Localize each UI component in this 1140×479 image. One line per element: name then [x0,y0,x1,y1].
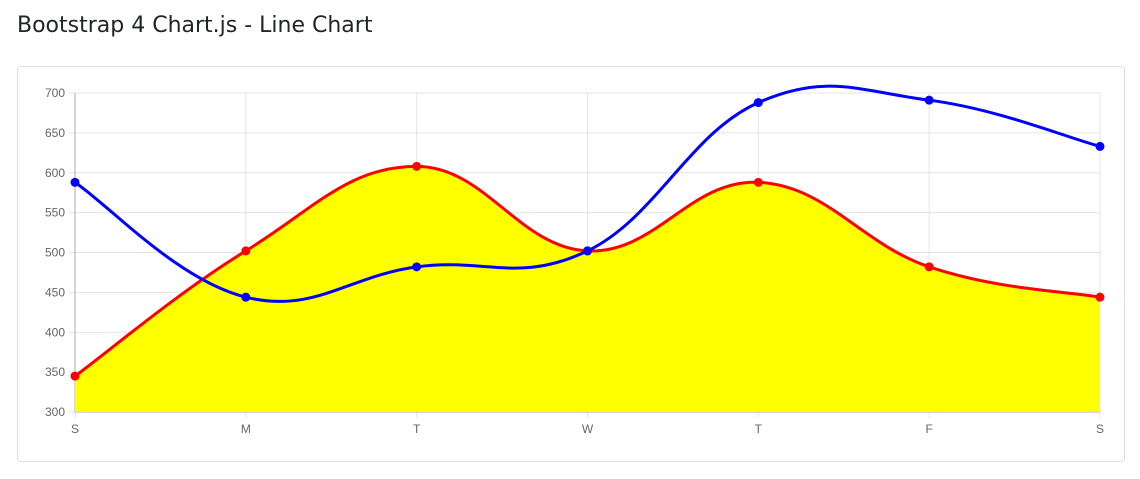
x-tick-label: W [582,422,594,436]
y-tick-label: 300 [45,405,65,419]
y-tick-label: 500 [45,246,65,260]
series-0-point[interactable] [1095,292,1105,302]
series-1-point[interactable] [924,95,934,105]
series-1-point[interactable] [412,262,422,272]
y-tick-label: 650 [45,126,65,140]
series-1-point[interactable] [70,177,80,187]
series-0-point[interactable] [753,177,763,187]
page-title: Bootstrap 4 Chart.js - Line Chart [17,13,373,38]
x-tick-label: S [71,422,79,436]
x-tick-label: S [1096,422,1104,436]
series-1-point[interactable] [1095,141,1105,151]
y-tick-label: 550 [45,206,65,220]
series-0-area [75,166,1100,412]
series-1-point[interactable] [753,98,763,108]
x-tick-label: F [925,422,932,436]
series-1-point[interactable] [241,292,251,302]
series-0-point[interactable] [70,371,80,381]
series-0-point[interactable] [241,246,251,256]
fill-layer [75,166,1100,412]
line-chart: 300 350 400 450 500 550 600 650 700 S M T W T F S [45,84,1105,436]
y-tick-label: 450 [45,285,65,299]
point-layer [70,95,1105,381]
series-0-point[interactable] [924,262,934,272]
y-tick-label: 600 [45,166,65,180]
series-1-point[interactable] [583,246,592,256]
chart-card: 300 350 400 450 500 550 600 650 700 S M T W T F S [17,66,1125,462]
y-tick-label: 350 [45,365,65,379]
y-tick-label: 700 [45,86,65,100]
x-tick-label: T [755,422,763,436]
y-axis: 300 350 400 450 500 550 600 650 700 [45,86,65,419]
x-tick-label: T [413,422,421,436]
series-0-point[interactable] [412,161,422,171]
y-tick-label: 400 [45,325,65,339]
x-tick-label: M [241,422,251,436]
